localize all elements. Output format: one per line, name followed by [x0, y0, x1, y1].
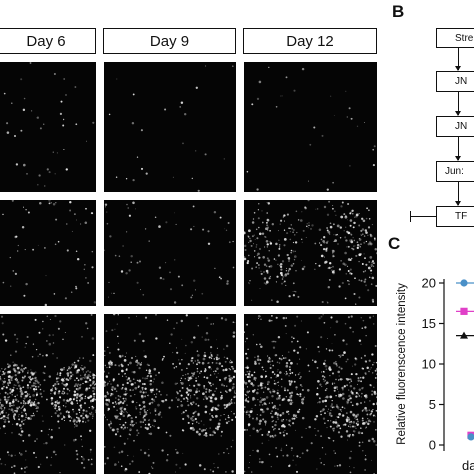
inhibition-line [410, 216, 436, 217]
microscopy-panel-r3-c1 [0, 314, 96, 474]
microscopy-panel-r3-c2 [104, 314, 236, 474]
y-axis-label: Relative fluorenscence intensity [396, 283, 408, 445]
y-tick-label-15: 15 [422, 316, 436, 331]
flow-arrow-3 [455, 137, 461, 161]
microscopy-panel-r1-c2 [104, 62, 236, 192]
panel-letter-c: C [388, 234, 401, 253]
microscopy-panel-r3-c3 [244, 314, 377, 474]
y-tick-label-10: 10 [422, 357, 436, 372]
day-label-12: Day 12 [243, 28, 377, 54]
flow-box-stress: Stre [436, 28, 474, 48]
flow-box-jnk-2: JN [436, 116, 474, 137]
series-marker-2 [460, 307, 468, 315]
microscopy-panel-r1-c1 [0, 62, 96, 192]
series-marker-3 [460, 331, 468, 339]
series-marker-1 [460, 279, 468, 287]
day-label-6: Day 6 [0, 28, 96, 54]
microscopy-panel-r2-c1 [0, 200, 96, 306]
microscopy-panel-r1-c3 [244, 62, 377, 192]
x-tick-label: day [462, 458, 474, 473]
y-tick-label-0: 0 [429, 438, 436, 453]
y-tick-label-20: 20 [422, 276, 436, 291]
data-point-1 [467, 431, 474, 439]
panel-letter-b: B [392, 2, 405, 21]
inhibition-bar [410, 211, 411, 222]
flow-arrow-1 [455, 48, 461, 71]
microscopy-panel-r2-c3 [244, 200, 377, 306]
flow-arrow-4 [455, 182, 461, 206]
data-point-2 [467, 433, 474, 441]
flow-box-jnk-1: JN [436, 71, 474, 92]
microscopy-panel-r2-c2 [104, 200, 236, 306]
flow-arrow-2 [455, 92, 461, 116]
day-label-9: Day 9 [103, 28, 236, 54]
y-tick-label-5: 5 [429, 397, 436, 412]
flow-box-tf: TF [436, 206, 474, 227]
flow-box-jun: Jun: [436, 161, 474, 182]
